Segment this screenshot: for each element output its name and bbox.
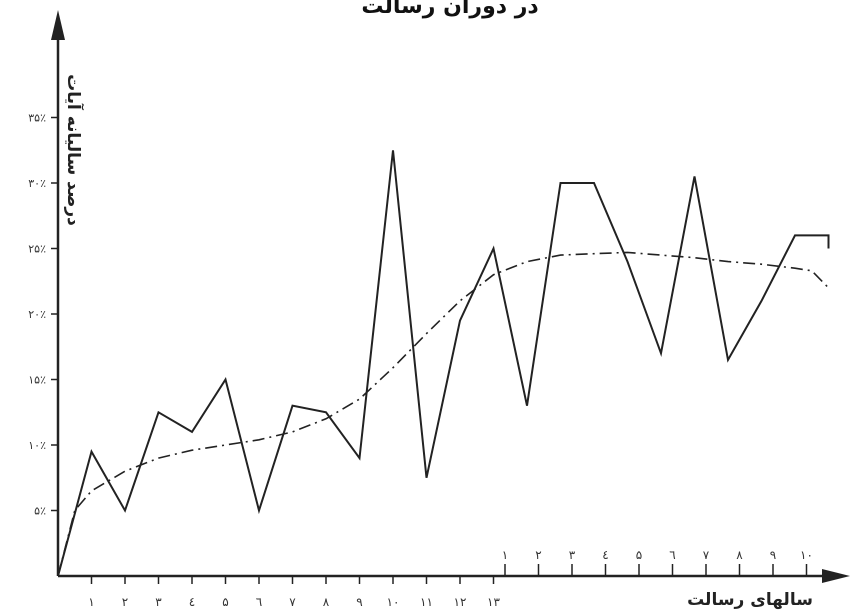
x-tick-label: ٦: [256, 595, 262, 609]
x-tick-label-upper: ۲: [535, 548, 541, 562]
x-tick-label: ۳: [155, 595, 162, 609]
y-tick-label: ۳۰٪: [28, 177, 46, 190]
y-tick-label: ۱۵٪: [28, 374, 46, 387]
y-tick-label: ۱۰٪: [28, 439, 46, 452]
x-tick-label: ۱۰: [387, 595, 400, 609]
y-tick-label: ۲۵٪: [28, 243, 46, 256]
axes: [51, 10, 850, 583]
x-tick-label: ۷: [289, 595, 296, 609]
x-tick-label-upper: ۹: [770, 548, 776, 562]
x-axis-arrow: [822, 569, 850, 583]
x-tick-label: ۱۲: [454, 595, 467, 609]
x-tick-label: ۱۱: [420, 595, 433, 609]
y-tick-label: ۳۵٪: [28, 112, 46, 125]
x-tick-label-upper: ٤: [602, 548, 608, 562]
series-layer: [57, 150, 830, 577]
chart-title: در دوران رسالت: [361, 0, 539, 19]
series-line-solid: [57, 150, 830, 577]
x-tick-label-upper: ۵: [636, 548, 642, 562]
x-tick-label: ۵: [222, 595, 228, 609]
y-axis-label: درصد سالیانه آیات: [63, 74, 83, 226]
y-tick-label: ۵٪: [34, 505, 46, 518]
x-tick-label-upper: ۷: [703, 548, 710, 562]
x-tick-label: ۱: [88, 595, 94, 609]
x-tick-label-upper: ۸: [736, 548, 743, 562]
x-axis-label: سالهای رسالت: [687, 590, 813, 610]
x-tick-label-upper: ٦: [669, 548, 675, 562]
x-tick-label: ٤: [189, 595, 195, 609]
x-tick-label: ۱۳: [487, 595, 500, 609]
x-tick-label-upper: ۱: [502, 548, 508, 562]
x-tick-label-upper: ۳: [569, 548, 576, 562]
x-axis-ticks: ۱ ۲ ۳ ٤ ۵ ٦ ۷ ۸ ۹ ۱۰ ۱۱ ۱۲ ۱۳۱ ۲ ۳ ٤ ۵ ٦ ۷ ۸ ۹ ۱۰: [88, 548, 813, 609]
y-axis-arrow: [51, 10, 65, 40]
series-line-trend: [57, 251, 830, 577]
x-tick-label: ۹: [356, 595, 362, 609]
x-tick-label: ۲: [122, 595, 128, 609]
y-tick-label: ۲۰٪: [28, 308, 46, 321]
y-axis-ticks: ۵٪ ۱۰٪ ۱۵٪ ۲۰٪ ۲۵٪ ۳۰٪ ۳۵٪: [28, 112, 58, 518]
x-tick-label: ۸: [323, 595, 330, 609]
x-tick-label-upper: ۱۰: [800, 548, 813, 562]
